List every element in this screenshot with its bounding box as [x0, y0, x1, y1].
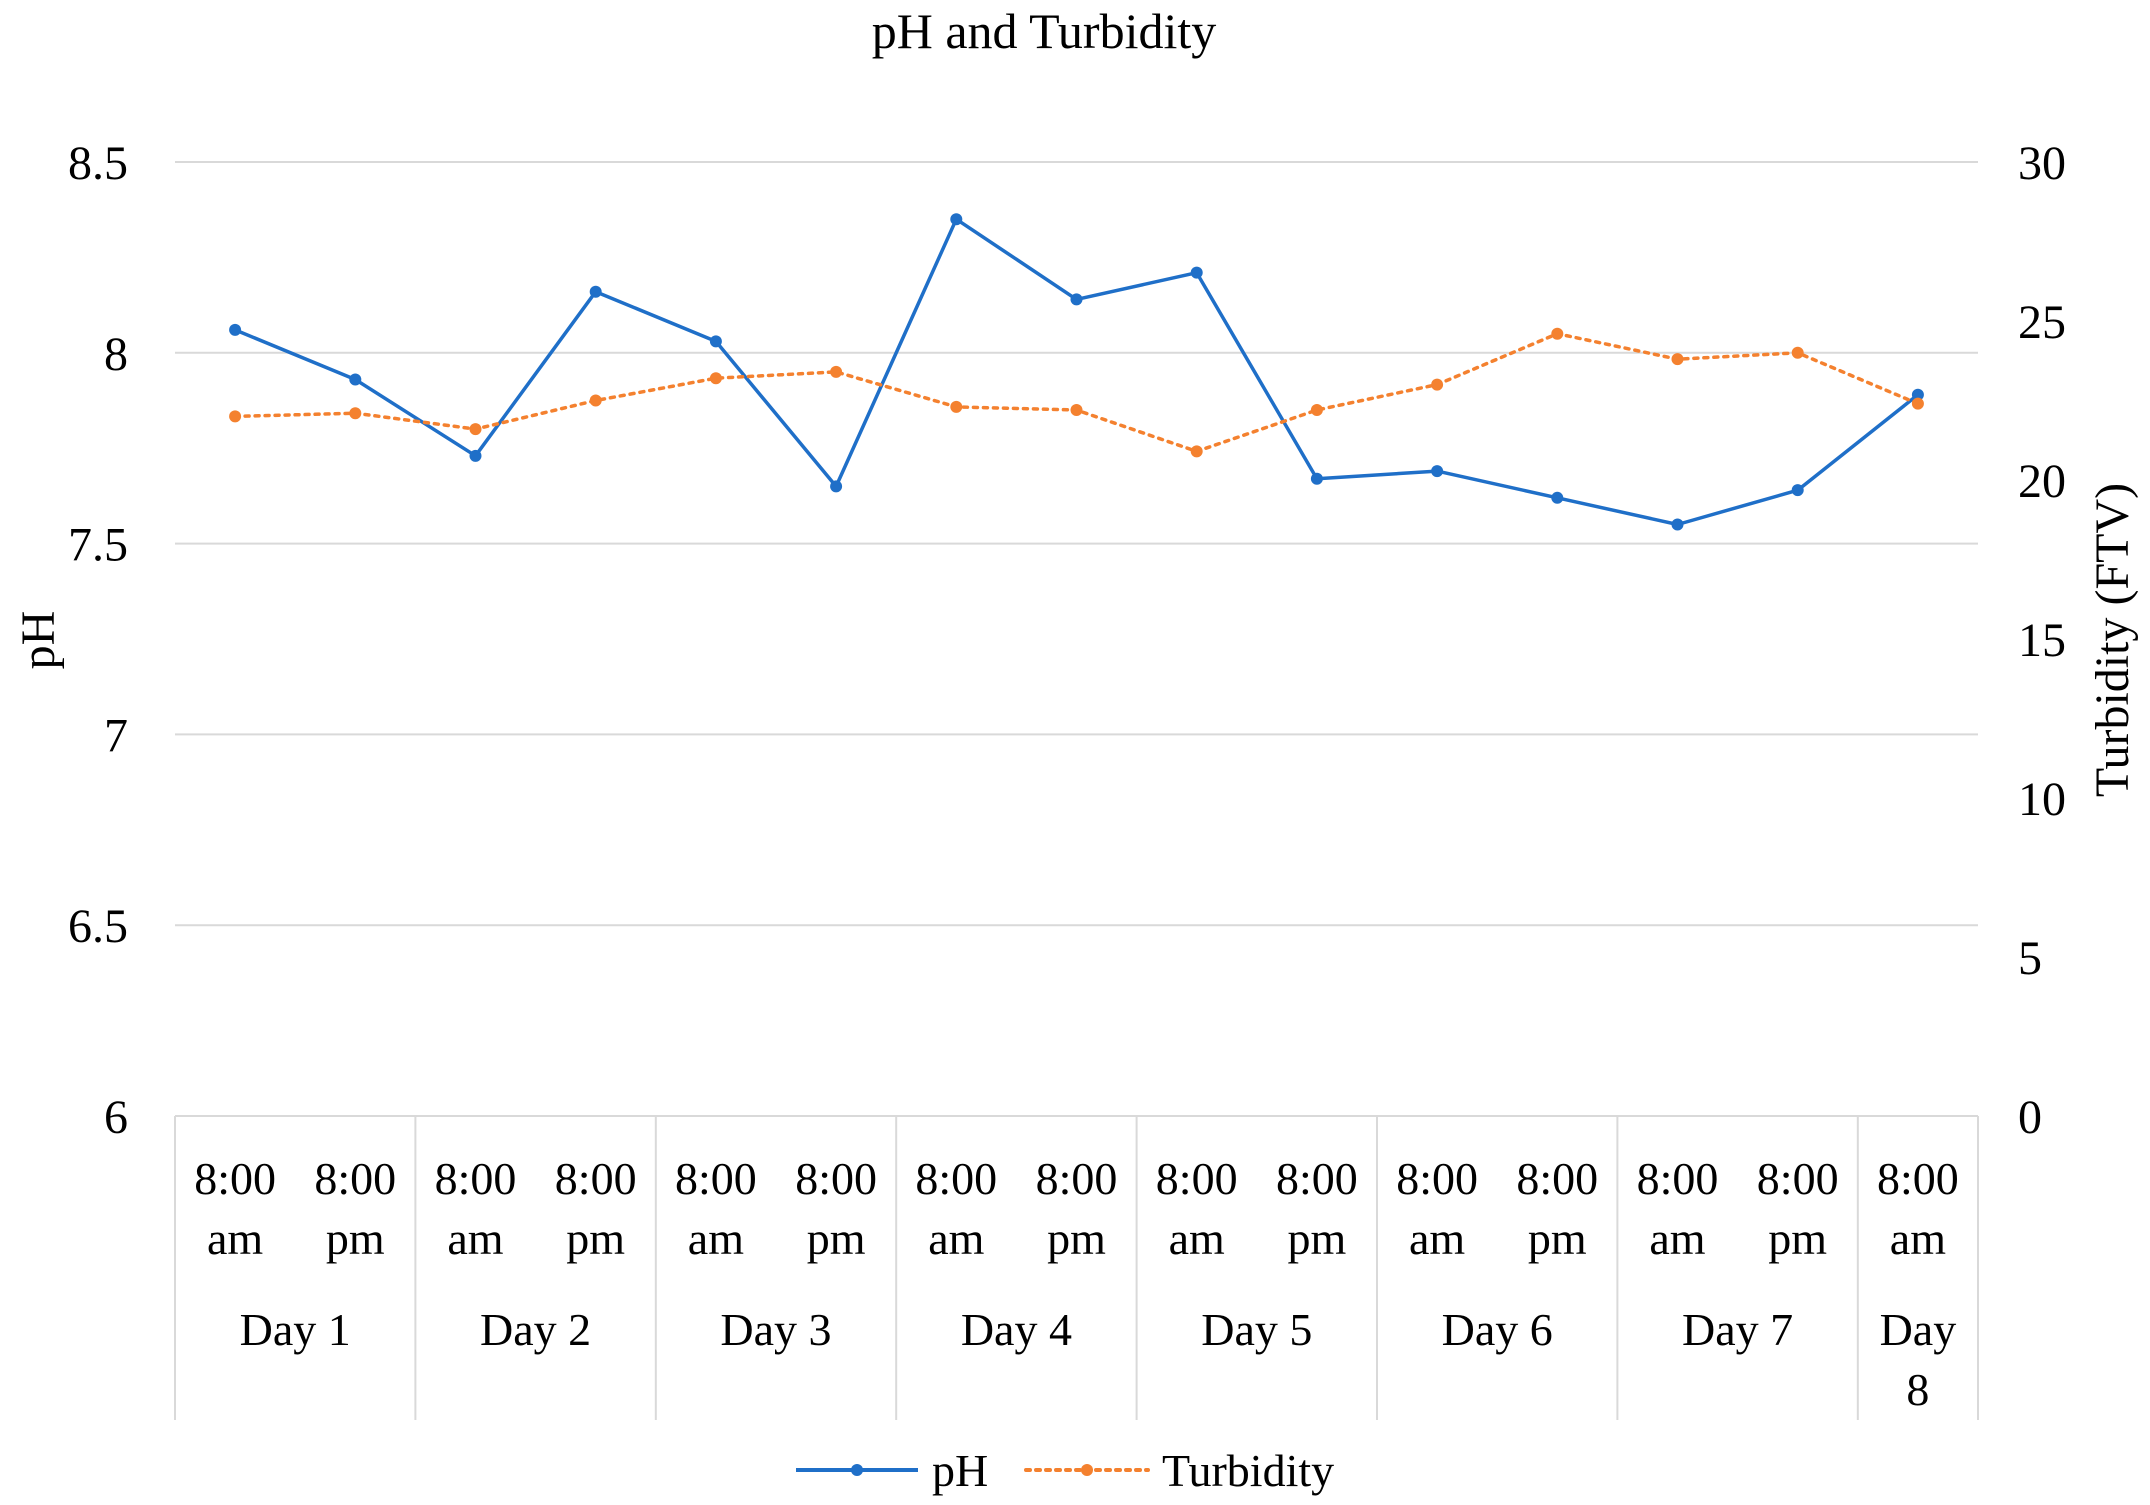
data-point-ph [1190, 266, 1203, 279]
data-point-ph [1671, 518, 1684, 531]
y2-tick-label: 25 [2018, 296, 2066, 349]
y-tick-label: 6.5 [68, 900, 128, 953]
data-point-ph [1070, 293, 1083, 306]
x-time-label: am [1890, 1213, 1946, 1264]
y2-tick-label: 30 [2018, 137, 2066, 190]
data-point-turbidity [709, 372, 722, 385]
data-point-turbidity [469, 423, 482, 436]
data-point-ph [950, 213, 963, 226]
data-point-ph [709, 335, 722, 348]
legend-marker-ph [851, 1464, 863, 1476]
x-time-label: pm [807, 1213, 866, 1264]
x-time-label: 8:00 [314, 1153, 396, 1204]
x-time-label: pm [566, 1213, 625, 1264]
x-day-label: Day 7 [1682, 1304, 1793, 1355]
x-day-label: Day 3 [720, 1304, 831, 1355]
x-time-label: 8:00 [675, 1153, 757, 1204]
x-time-label: am [1649, 1213, 1705, 1264]
data-point-turbidity [1791, 346, 1804, 359]
y2-axis-ticks: 0 5 10 15 20 25 30 [2018, 137, 2066, 1144]
y2-tick-label: 5 [2018, 932, 2042, 985]
series-layer [229, 213, 1924, 531]
y2-tick-label: 15 [2018, 614, 2066, 667]
x-time-label: am [1409, 1213, 1465, 1264]
data-point-turbidity [229, 410, 242, 423]
x-day-label: Day 5 [1201, 1304, 1312, 1355]
y-tick-label: 7.5 [68, 519, 128, 572]
y-tick-label: 6 [104, 1091, 128, 1144]
x-time-label: pm [1528, 1213, 1587, 1264]
x-axis: 8:00 am 8:00 pm 8:00 am 8:00 pm 8:00 am 8:00 pm 8:00… [174, 1116, 1979, 1420]
x-time-label: am [1169, 1213, 1225, 1264]
x-time-label: 8:00 [555, 1153, 637, 1204]
x-time-label: 8:00 [1276, 1153, 1358, 1204]
y-axis-label: pH [12, 611, 65, 670]
data-point-ph [1911, 388, 1924, 401]
y-tick-label: 8 [104, 328, 128, 381]
x-time-label: 8:00 [1156, 1153, 1238, 1204]
x-day-label: 8 [1906, 1364, 1929, 1415]
x-time-label: am [207, 1213, 263, 1264]
data-point-turbidity [1190, 445, 1203, 458]
data-point-ph [229, 323, 242, 336]
x-day-label: Day [1880, 1304, 1957, 1355]
data-point-ph [469, 449, 482, 462]
gridlines [175, 161, 1978, 1117]
x-day-label: Day 4 [961, 1304, 1072, 1355]
data-point-ph [589, 285, 602, 298]
data-point-ph [1310, 472, 1323, 485]
x-time-label: pm [1768, 1213, 1827, 1264]
data-point-turbidity [830, 365, 843, 378]
x-day-label: Day 1 [240, 1304, 351, 1355]
data-point-ph [830, 480, 843, 493]
data-point-turbidity [349, 407, 362, 420]
y2-tick-label: 20 [2018, 455, 2066, 508]
x-day-label: Day 6 [1442, 1304, 1553, 1355]
y2-tick-label: 0 [2018, 1091, 2042, 1144]
x-time-label: 8:00 [795, 1153, 877, 1204]
y-axis-ticks: 6 6.5 7 7.5 8 8.5 [68, 137, 128, 1144]
x-time-label: pm [1047, 1213, 1106, 1264]
x-time-label: am [928, 1213, 984, 1264]
x-time-label: pm [1288, 1213, 1347, 1264]
data-point-ph [1791, 484, 1804, 497]
legend-label-ph: pH [932, 1445, 988, 1496]
series-line-ph [234, 217, 1919, 527]
data-point-ph [1551, 491, 1564, 504]
x-time-label: 8:00 [1877, 1153, 1959, 1204]
chart-title: pH and Turbidity [872, 3, 1217, 59]
y2-axis-label: Turbidity (FTV) [2086, 483, 2139, 797]
x-time-label: pm [326, 1213, 385, 1264]
x-time-label: am [447, 1213, 503, 1264]
legend: pH Turbidity [796, 1445, 1334, 1496]
x-day-label: Day 2 [480, 1304, 591, 1355]
data-point-turbidity [1551, 327, 1564, 340]
series-line-turbidity [233, 331, 1920, 454]
x-time-label: 8:00 [1757, 1153, 1839, 1204]
x-time-label: 8:00 [915, 1153, 997, 1204]
x-time-label: 8:00 [1516, 1153, 1598, 1204]
data-point-turbidity [1431, 378, 1444, 391]
x-time-label: 8:00 [1637, 1153, 1719, 1204]
y-tick-label: 7 [104, 709, 128, 762]
y-tick-label: 8.5 [68, 137, 128, 190]
data-point-turbidity [950, 400, 963, 413]
data-point-turbidity [589, 394, 602, 407]
x-time-label: 8:00 [194, 1153, 276, 1204]
legend-label-turbidity: Turbidity [1162, 1445, 1334, 1496]
data-point-turbidity [1070, 404, 1083, 417]
x-time-label: 8:00 [1036, 1153, 1118, 1204]
legend-marker-turbidity [1081, 1464, 1093, 1476]
data-point-turbidity [1911, 397, 1924, 410]
x-time-label: 8:00 [1396, 1153, 1478, 1204]
x-time-label: 8:00 [435, 1153, 517, 1204]
data-point-turbidity [1671, 353, 1684, 366]
data-point-ph [1431, 465, 1444, 478]
y2-tick-label: 10 [2018, 773, 2066, 826]
x-time-label: am [688, 1213, 744, 1264]
data-point-turbidity [1310, 404, 1323, 417]
data-point-ph [349, 373, 362, 386]
